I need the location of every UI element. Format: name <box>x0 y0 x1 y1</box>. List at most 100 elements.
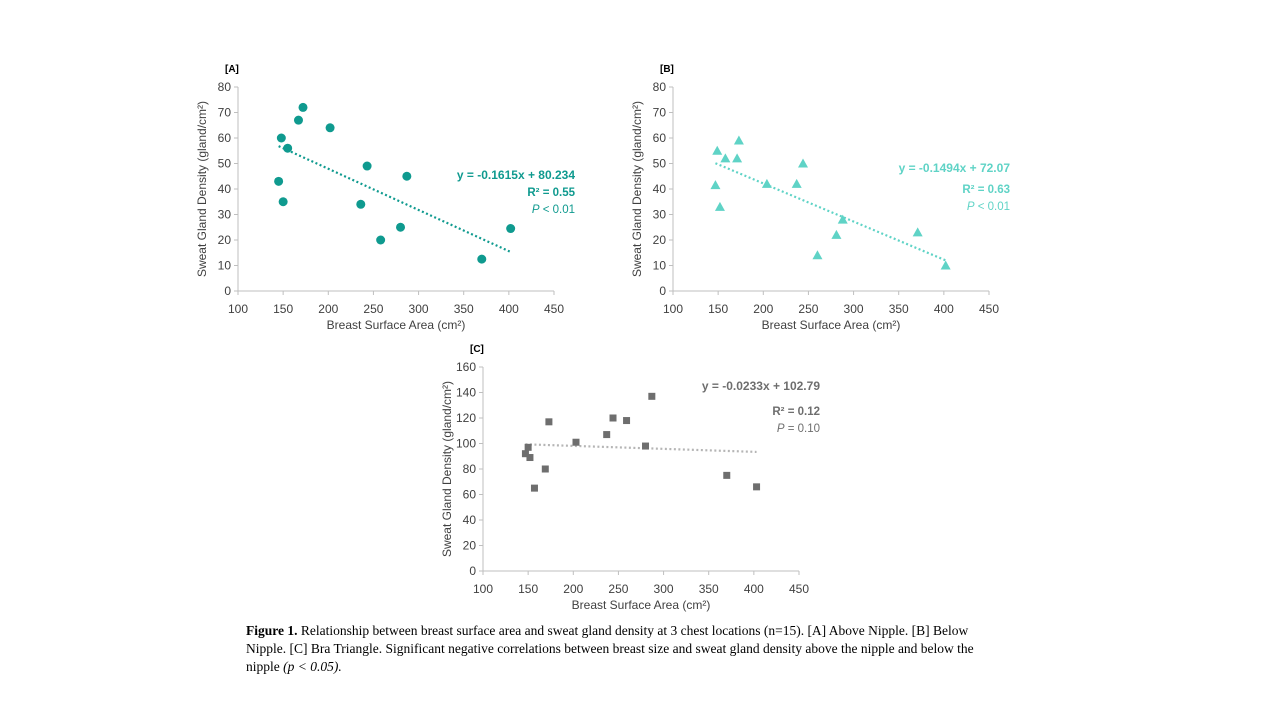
data-point <box>278 197 288 207</box>
data-point <box>642 442 650 450</box>
regression-equation: y = -0.0233x + 102.79 <box>702 379 820 393</box>
chart-panel-b: [B] 0 10 20 30 40 50 60 70 80 100 150 200 250 300 350 40… <box>630 64 1011 332</box>
data-point <box>723 471 731 479</box>
panel-label: [C] <box>470 344 484 355</box>
x-axis-title: Breast Surface Area (cm²) <box>327 318 466 332</box>
p-value-label: P <box>777 423 785 435</box>
data-point <box>396 222 406 232</box>
data-point <box>325 123 335 133</box>
data-point <box>283 143 293 153</box>
y-tick-label: 0 <box>659 284 666 298</box>
x-tick-label: 150 <box>273 302 293 316</box>
caption-body: Relationship between breast surface area… <box>246 623 974 674</box>
data-point <box>609 414 617 422</box>
y-axis-title: Sweat Gland Density (gland/cm²) <box>630 101 644 277</box>
r-squared: R² = 0.63 <box>962 184 1010 196</box>
x-tick-label: 450 <box>979 302 999 316</box>
x-tick-label: 250 <box>798 302 818 316</box>
caption-pvalue: (p < 0.05). <box>283 659 342 674</box>
y-tick-label: 20 <box>653 233 667 247</box>
y-tick-label: 70 <box>653 106 667 120</box>
trendline <box>525 443 757 454</box>
p-value-label: P <box>532 204 540 216</box>
x-tick-label: 100 <box>663 302 683 316</box>
data-point <box>714 201 725 211</box>
data-point <box>761 178 772 188</box>
data-point <box>837 214 848 224</box>
data-point <box>712 145 723 155</box>
p-value-number: < 0.01 <box>540 204 576 216</box>
x-axis-title: Breast Surface Area (cm²) <box>762 318 901 332</box>
x-axis-title: Breast Surface Area (cm²) <box>572 598 711 612</box>
regression-equation: y = -0.1615x + 80.234 <box>457 168 575 182</box>
y-tick-label: 50 <box>218 157 232 171</box>
r-squared: R² = 0.12 <box>772 406 820 418</box>
y-tick-label: 140 <box>456 386 476 400</box>
r-squared: R² = 0.55 <box>527 187 575 199</box>
p-value: P = 0.10 <box>777 423 820 435</box>
data-point <box>791 178 802 188</box>
data-point <box>362 161 372 171</box>
y-tick-label: 50 <box>653 157 667 171</box>
data-point <box>521 450 529 458</box>
y-tick-label: 80 <box>463 462 477 476</box>
x-tick-label: 400 <box>934 302 954 316</box>
p-value-number: < 0.01 <box>975 201 1011 213</box>
data-point <box>530 484 538 492</box>
data-point <box>720 153 731 163</box>
y-tick-label: 40 <box>653 182 667 196</box>
x-tick-label: 200 <box>563 582 583 596</box>
trendline <box>278 145 512 253</box>
data-point <box>732 153 743 163</box>
data-point <box>710 180 721 190</box>
data-point <box>298 102 308 112</box>
data-point <box>541 465 549 473</box>
y-tick-label: 40 <box>463 513 477 527</box>
data-point <box>572 438 580 446</box>
x-tick-label: 300 <box>409 302 429 316</box>
data-point <box>831 229 842 239</box>
figure-caption: Figure 1. Relationship between breast su… <box>246 622 996 676</box>
data-point <box>276 133 286 143</box>
x-tick-label: 100 <box>473 582 493 596</box>
x-tick-label: 200 <box>318 302 338 316</box>
x-tick-label: 250 <box>363 302 383 316</box>
y-tick-label: 80 <box>218 80 232 94</box>
p-value: P < 0.01 <box>967 201 1010 213</box>
y-axis-title: Sweat Gland Density (gland/cm²) <box>195 101 209 277</box>
y-tick-label: 10 <box>653 259 667 273</box>
panel-label: [B] <box>660 64 674 75</box>
data-point <box>402 171 412 181</box>
y-tick-label: 60 <box>218 131 232 145</box>
y-tick-label: 0 <box>469 564 476 578</box>
data-point <box>648 392 656 400</box>
x-tick-label: 350 <box>454 302 474 316</box>
y-tick-label: 0 <box>224 284 231 298</box>
x-tick-label: 100 <box>228 302 248 316</box>
chart-panel-c: [C] 0 20 40 60 80 100 120 140 160 100 150 200 250 300 3… <box>440 344 820 612</box>
y-tick-label: 120 <box>456 411 476 425</box>
data-point <box>733 135 744 145</box>
y-tick-label: 160 <box>456 360 476 374</box>
p-value: P < 0.01 <box>532 204 575 216</box>
y-tick-label: 30 <box>218 208 232 222</box>
x-tick-label: 350 <box>889 302 909 316</box>
y-tick-label: 20 <box>463 539 477 553</box>
y-tick-label: 40 <box>218 182 232 196</box>
p-value-number: = 0.10 <box>785 423 821 435</box>
x-tick-label: 450 <box>544 302 564 316</box>
data-point <box>545 418 553 426</box>
x-tick-label: 450 <box>789 582 809 596</box>
y-tick-label: 60 <box>463 488 477 502</box>
data-point <box>812 250 823 260</box>
y-tick-label: 10 <box>218 259 232 273</box>
y-tick-label: 20 <box>218 233 232 247</box>
x-tick-label: 150 <box>708 302 728 316</box>
x-tick-label: 250 <box>608 582 628 596</box>
regression-equation: y = -0.1494x + 72.07 <box>899 161 1011 175</box>
x-tick-label: 300 <box>654 582 674 596</box>
y-axis-title: Sweat Gland Density (gland/cm²) <box>440 381 454 557</box>
p-value-label: P <box>967 201 975 213</box>
data-point <box>356 199 366 209</box>
x-tick-label: 400 <box>499 302 519 316</box>
